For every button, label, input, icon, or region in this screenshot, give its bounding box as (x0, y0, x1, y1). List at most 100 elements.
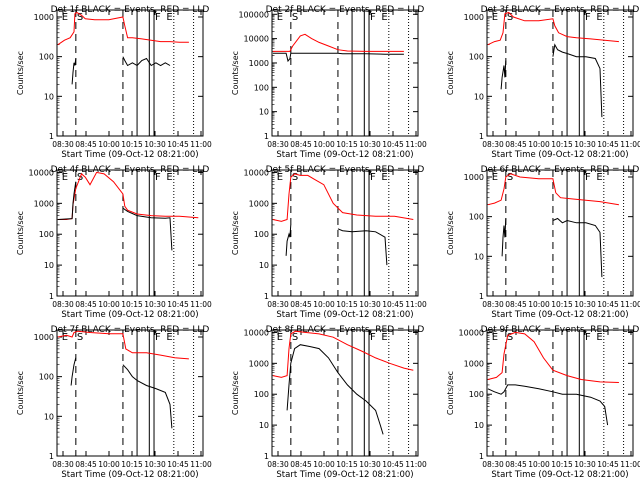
x-tick-label: 08:30 (482, 300, 504, 309)
event-marker-label: E (381, 12, 387, 23)
event-marker-label: E (596, 332, 602, 343)
event-marker-label: S (292, 332, 298, 343)
lld-series-line (57, 330, 189, 360)
x-tick-label: 10:00 (528, 300, 550, 309)
event-marker-label: E (492, 332, 498, 343)
x-tick-label: 08:30 (52, 460, 74, 469)
x-axis-label: Start Time (09-Oct-12 08:21:00) (491, 310, 628, 320)
y-tick-label: 1 (479, 292, 484, 301)
subplot-9: Det 9f BLACK = Events, RED = LLD11010010… (446, 325, 640, 480)
y-tick-label: 1000 (34, 199, 54, 208)
event-marker-label: F (585, 332, 591, 343)
lld-series-line (57, 11, 189, 46)
event-marker-label: S (507, 332, 513, 343)
event-marker-label: E (277, 172, 283, 183)
x-axis-label: Start Time (09-Oct-12 08:21:00) (61, 310, 198, 320)
events-series-line (286, 344, 384, 435)
x-tick-label: 08:30 (52, 140, 74, 149)
lld-series-line (57, 171, 199, 220)
lld-series-line (487, 173, 619, 206)
axes-frame (486, 169, 634, 297)
x-tick-label: 08:30 (267, 460, 289, 469)
y-tick-label: 1000 (464, 359, 484, 368)
x-tick-label: 11:00 (190, 460, 212, 469)
x-tick-label: 10:45 (597, 460, 619, 469)
subplot-3: Det 3f BLACK = Events, RED = LLD11010010… (446, 5, 640, 160)
y-tick-label: 100 (254, 230, 269, 239)
events-series-line (70, 357, 173, 429)
axes-frame (56, 329, 204, 457)
y-tick-label: 10 (474, 252, 484, 261)
x-tick-label: 08:45 (505, 140, 527, 149)
y-axis-label: Counts/sec (446, 51, 455, 95)
event-marker-label: E (62, 12, 68, 23)
event-marker-label: S (77, 332, 83, 343)
event-marker-label: S (507, 172, 513, 183)
axes-frame (56, 169, 204, 297)
y-tick-label: 10000 (459, 328, 484, 337)
y-axis-label: Counts/sec (16, 211, 25, 255)
x-tick-label: 08:45 (290, 140, 312, 149)
x-tick-label: 10:30 (359, 460, 381, 469)
x-tick-label: 10:15 (551, 300, 573, 309)
y-axis-label: Counts/sec (16, 371, 25, 415)
event-marker-label: F (585, 172, 591, 183)
x-tick-label: 10:15 (551, 140, 573, 149)
x-tick-label: 08:45 (290, 300, 312, 309)
x-tick-label: 10:00 (98, 300, 120, 309)
x-tick-label: 10:00 (528, 460, 550, 469)
y-tick-label: 100000 (238, 10, 269, 19)
y-tick-label: 10 (259, 261, 269, 270)
y-tick-label: 100 (39, 230, 54, 239)
axes-frame (271, 329, 419, 457)
x-tick-label: 08:45 (75, 140, 97, 149)
x-tick-label: 10:15 (121, 460, 143, 469)
x-tick-label: 08:45 (290, 460, 312, 469)
event-marker-label: E (381, 172, 387, 183)
y-tick-label: 1 (479, 132, 484, 141)
lld-series-line (272, 33, 404, 52)
y-tick-label: 10000 (29, 168, 54, 177)
x-tick-label: 10:30 (359, 300, 381, 309)
y-tick-label: 1000 (464, 173, 484, 182)
events-series-line (487, 384, 609, 426)
y-tick-label: 1000 (249, 359, 269, 368)
axes-frame (271, 9, 419, 137)
y-tick-label: 10 (474, 92, 484, 101)
events-series-line (500, 43, 603, 118)
x-tick-label: 10:45 (167, 300, 189, 309)
x-tick-label: 08:45 (505, 300, 527, 309)
event-marker-label: E (62, 332, 68, 343)
event-marker-label: F (155, 172, 161, 183)
y-tick-label: 100 (469, 213, 484, 222)
event-marker-label: E (381, 332, 387, 343)
y-tick-label: 1000 (249, 59, 269, 68)
subplot-4: Det 4f BLACK = Events, RED = LLD11010010… (16, 165, 212, 320)
x-tick-label: 10:45 (382, 460, 404, 469)
x-tick-label: 10:45 (167, 460, 189, 469)
x-tick-label: 08:30 (482, 140, 504, 149)
events-series-line (272, 52, 404, 63)
x-tick-label: 10:00 (98, 140, 120, 149)
x-tick-label: 11:00 (405, 140, 427, 149)
x-tick-label: 08:30 (482, 460, 504, 469)
axes-frame (56, 9, 204, 137)
y-tick-label: 10 (259, 421, 269, 430)
x-tick-label: 08:30 (267, 140, 289, 149)
x-axis-label: Start Time (09-Oct-12 08:21:00) (276, 150, 413, 160)
y-axis-label: Counts/sec (231, 211, 240, 255)
y-tick-label: 1 (49, 132, 54, 141)
axes-frame (486, 9, 634, 137)
event-marker-label: F (370, 172, 376, 183)
event-marker-label: E (166, 172, 172, 183)
y-tick-label: 10000 (244, 168, 269, 177)
y-tick-label: 1000 (34, 13, 54, 22)
event-marker-label: E (166, 12, 172, 23)
x-axis-label: Start Time (09-Oct-12 08:21:00) (276, 310, 413, 320)
x-tick-label: 10:00 (313, 300, 335, 309)
event-marker-label: E (596, 172, 602, 183)
event-marker-label: F (370, 12, 376, 23)
event-marker-label: E (62, 172, 68, 183)
y-tick-label: 1 (49, 452, 54, 461)
